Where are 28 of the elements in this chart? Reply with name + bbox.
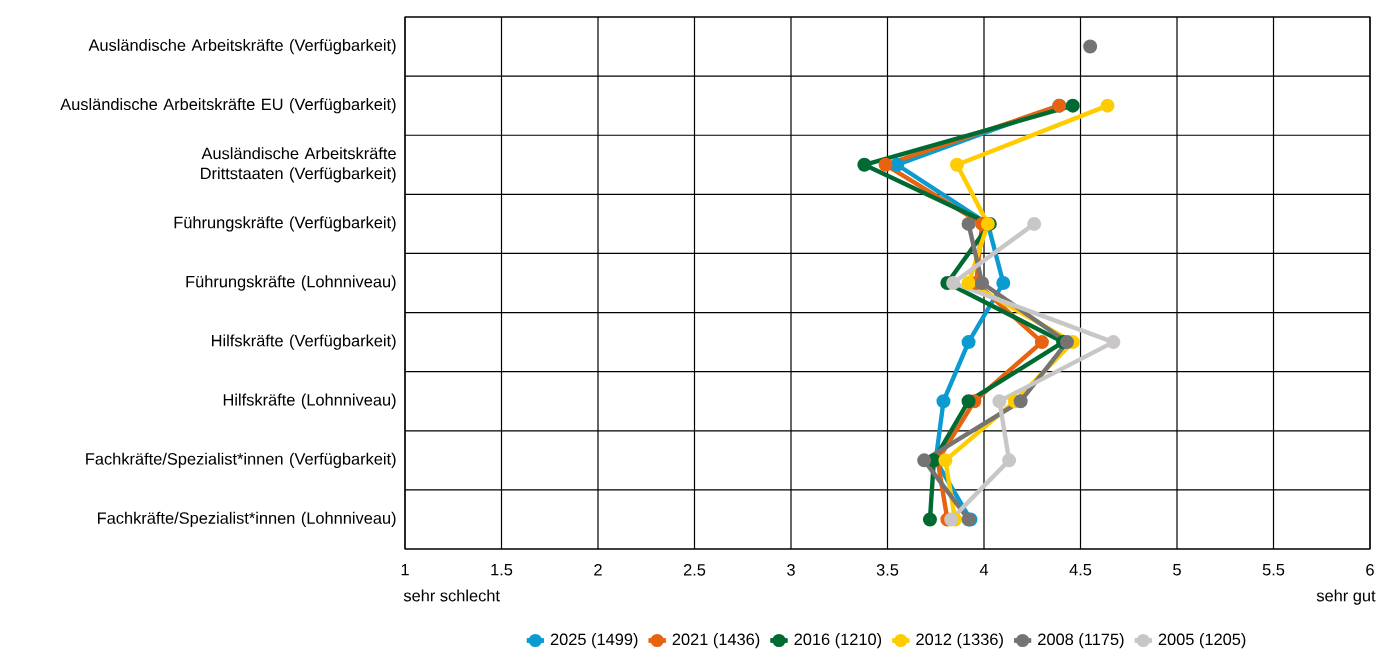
x-tick-label: 3 <box>787 564 795 576</box>
y-tick-label: Führungskräfte (Verfügbarkeit) <box>174 216 396 232</box>
x-tick-label: 2 <box>594 564 602 576</box>
y-tick-label: Führungskräfte (Lohnniveau) <box>186 275 396 291</box>
x-tick-label: 4 <box>979 564 989 576</box>
x-tick-label: 5.5 <box>1262 564 1285 576</box>
y-tick-label: Hilfskräfte (Verfügbarkeit) <box>212 334 396 350</box>
text: sehr schlecht <box>403 589 500 602</box>
x-tick-label: 5 <box>1173 564 1181 576</box>
x-tick-label: 1 <box>401 564 409 576</box>
legend-label: 2005 (1205) <box>1158 633 1246 649</box>
x-tick-label: 4.5 <box>1069 564 1092 576</box>
x-tick-label: 1.5 <box>491 564 513 576</box>
text: sehr gut <box>1316 589 1376 605</box>
y-tick-label: Ausländische Arbeitskräfte Drittstaaten (Verfügbarkeit) <box>201 147 396 183</box>
x-tick-label: 6 <box>1366 564 1374 576</box>
y-tick-label: Fachkräfte/Spezialist*innen (Verfügbarkeit) <box>86 452 396 468</box>
y-tick-label: Fachkräfte/Spezialist*innen (Lohnniveau) <box>98 511 396 528</box>
legend-label: 2021 (1436) <box>672 633 760 649</box>
legend-label: 2025 (1499) <box>550 633 638 649</box>
x-tick-label: 2.5 <box>683 564 706 576</box>
legend-label: 2012 (1336) <box>916 633 1003 649</box>
y-tick-label: Hilfskräfte (Lohnniveau) <box>223 393 396 409</box>
legend-label: 2008 (1175) <box>1038 633 1124 649</box>
y-tick-label: Ausländische Arbeitskräfte EU (Verfügbarkeit) <box>60 98 396 114</box>
x-tick-label: 3.5 <box>876 564 899 576</box>
legend-label: 2016 (1210) <box>794 633 882 649</box>
y-tick-label: Ausländische Arbeitskräfte (Verfügbarkeit) <box>88 38 396 55</box>
